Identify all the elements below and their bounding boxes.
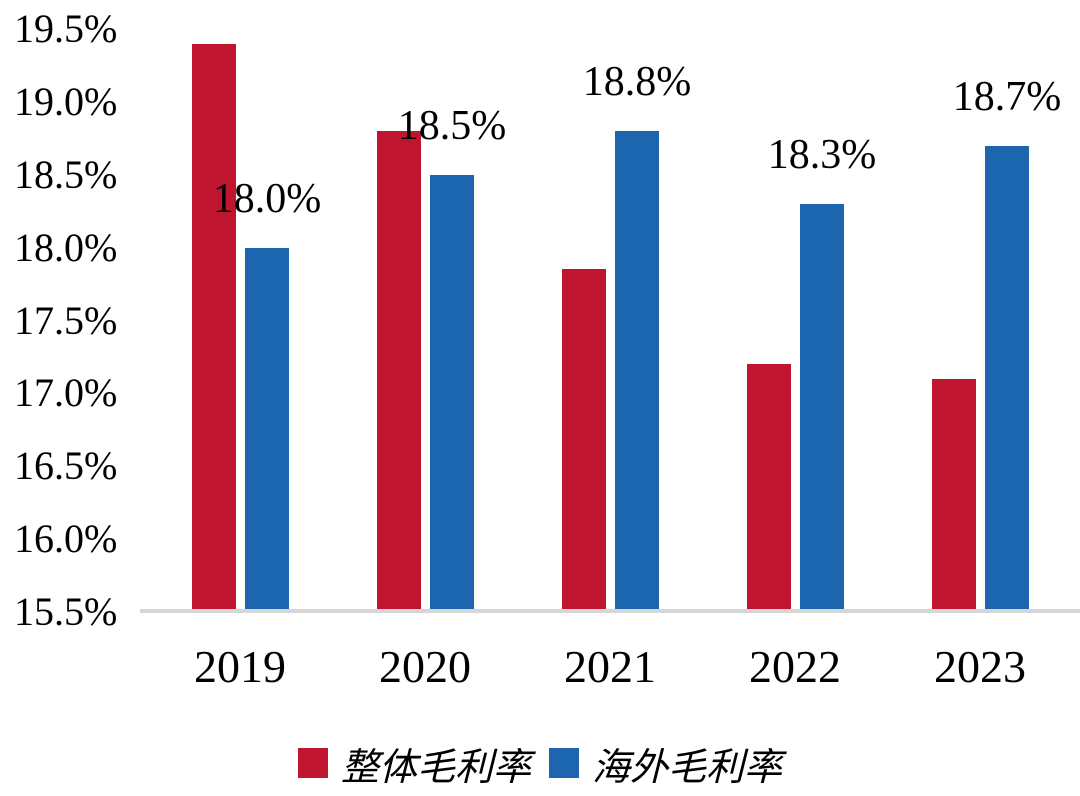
bar-overall-2021 <box>562 269 606 612</box>
y-tick-label: 16.0% <box>14 516 118 562</box>
bar-overall-2022 <box>747 364 791 612</box>
bar-value-label: 18.0% <box>212 175 322 222</box>
bar-overseas-2023 <box>985 145 1029 612</box>
legend-label: 海外毛利率 <box>592 746 783 789</box>
bar-overseas-2021 <box>615 131 659 612</box>
bar-value-label: 18.8% <box>582 59 692 106</box>
x-tick-label-2021: 2021 <box>564 641 656 692</box>
y-tick-label: 19.5% <box>14 6 118 51</box>
bar-overall-2020 <box>377 131 421 612</box>
x-tick-label-2022: 2022 <box>749 641 841 692</box>
y-tick-label: 18.5% <box>14 151 118 197</box>
bar-value-label: 18.3% <box>767 131 877 178</box>
x-tick-label-2023: 2023 <box>934 641 1026 692</box>
legend-swatch-icon <box>297 748 328 778</box>
bar-overseas-2020 <box>430 174 474 612</box>
chart-legend: 整体毛利率 海外毛利率 <box>0 732 1080 794</box>
x-tick-label-2020: 2020 <box>379 641 471 692</box>
x-axis-baseline <box>140 609 1080 613</box>
y-tick-label: 19.0% <box>14 78 118 124</box>
y-tick-label: 16.5% <box>14 443 118 489</box>
legend-swatch-icon <box>549 748 579 778</box>
y-tick-label: 18.0% <box>14 224 118 270</box>
legend-item-overseas: 海外毛利率 <box>549 736 782 791</box>
y-tick-label: 17.5% <box>14 297 118 343</box>
y-tick-label: 17.0% <box>14 370 118 416</box>
legend-item-overall: 整体毛利率 <box>297 736 531 791</box>
y-tick-label: 15.5% <box>14 589 118 634</box>
bar-overseas-2022 <box>800 203 844 612</box>
bar-value-label: 18.7% <box>952 73 1062 120</box>
bar-overall-2019 <box>192 43 236 612</box>
legend-label: 整体毛利率 <box>340 746 531 789</box>
x-tick-label-2019: 2019 <box>194 641 286 692</box>
bar-overall-2023 <box>932 378 976 612</box>
bar-value-label: 18.5% <box>397 102 507 149</box>
bar-overseas-2019 <box>245 247 289 612</box>
